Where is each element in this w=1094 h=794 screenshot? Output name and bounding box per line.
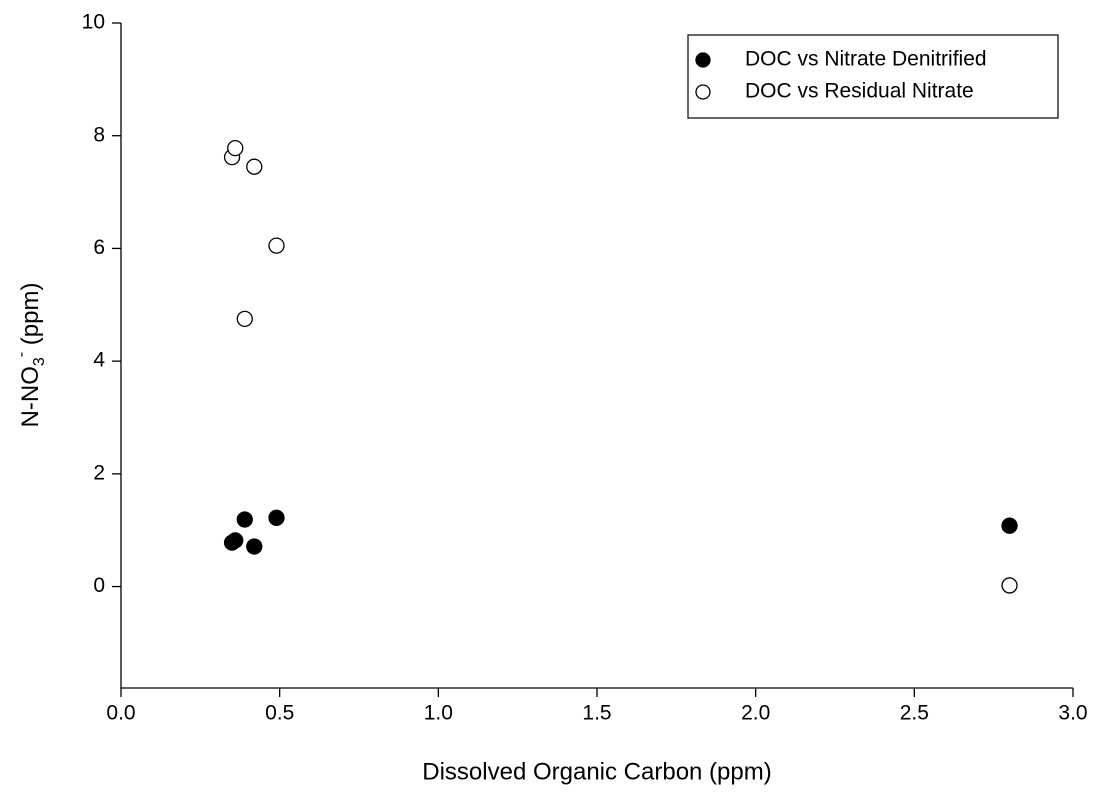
y-tick-label: 4 [93,349,105,372]
y-tick-label: 0 [93,574,105,597]
x-tick-label: 1.5 [582,702,611,725]
legend-label: DOC vs Residual Nitrate [745,80,974,103]
legend-marker [695,52,711,68]
x-tick-label: 0.0 [106,702,135,725]
x-tick-label: 1.0 [424,702,453,725]
point [1001,577,1018,594]
point [236,511,253,528]
point [268,237,285,254]
point [236,310,253,328]
point [227,532,244,549]
x-tick-label: 2.0 [741,702,770,725]
point [268,509,285,526]
y-tick-label: 8 [93,123,105,146]
legend-label: DOC vs Nitrate Denitrified [745,48,987,71]
point [227,139,244,157]
point [246,538,263,555]
x-tick-label: 2.5 [900,702,929,725]
legend-marker [695,84,711,100]
point [246,158,263,175]
x-tick-label: 3.0 [1058,702,1087,725]
y-label-subscript: 3 [31,357,48,366]
y-axis-label: N-NO3- (ppm) [13,283,48,428]
legend-box [687,34,1059,119]
point [1001,517,1018,534]
y-tick-label: 2 [93,461,105,484]
x-axis-label: Dissolved Organic Carbon (ppm) [422,758,771,785]
y-label-text: N-NO [17,366,44,427]
y-label-superscript: - [13,352,30,357]
y-label-unit: (ppm) [17,283,44,352]
x-tick-label: 0.5 [265,702,294,725]
y-tick-label: 10 [82,11,105,34]
y-tick-label: 6 [93,236,105,259]
